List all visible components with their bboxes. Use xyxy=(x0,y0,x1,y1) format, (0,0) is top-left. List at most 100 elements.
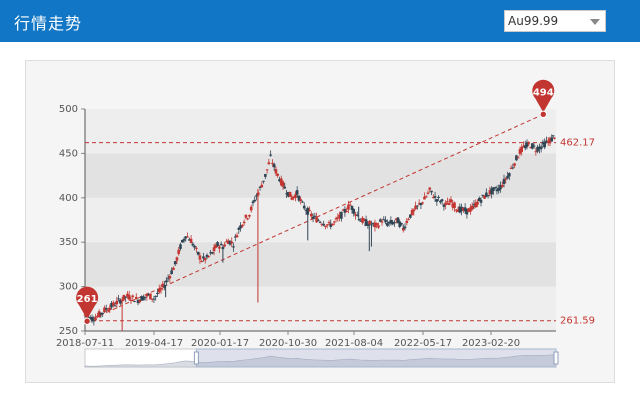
product-selector[interactable]: Au99.99 xyxy=(504,10,606,32)
candle-body xyxy=(389,219,393,224)
candle-body xyxy=(260,184,264,188)
candle-body xyxy=(241,224,244,227)
zoom-slider-handle-right[interactable] xyxy=(553,351,559,365)
candle-body xyxy=(511,167,515,169)
candle-body xyxy=(200,261,203,263)
candle-body xyxy=(336,217,340,219)
candle-body xyxy=(539,146,543,150)
candle-body xyxy=(472,204,476,206)
candle-body xyxy=(364,219,368,226)
candle-body xyxy=(189,238,193,244)
min-marker-dot xyxy=(83,317,91,325)
candle-body xyxy=(481,194,485,196)
candle-body xyxy=(421,202,424,204)
candle-body xyxy=(108,307,112,311)
candle-body xyxy=(371,222,375,224)
candle-body xyxy=(87,316,90,319)
candle-body xyxy=(225,241,228,243)
candle-body xyxy=(504,178,508,180)
candle-body xyxy=(546,140,550,142)
candle-body xyxy=(435,199,439,202)
candle-body xyxy=(235,235,239,238)
candle-body xyxy=(492,187,495,191)
candle-body xyxy=(318,221,322,223)
candle-body xyxy=(439,200,442,203)
candle-body xyxy=(223,244,226,247)
candle-body xyxy=(216,242,219,246)
x-tick-label: 2019-04-17 xyxy=(125,338,183,349)
candle-body xyxy=(226,240,230,244)
candle-body xyxy=(168,275,172,279)
zoom-slider-handle-left[interactable] xyxy=(193,351,199,365)
candle-body xyxy=(442,204,446,207)
candle-body xyxy=(279,178,283,186)
candle-body xyxy=(274,169,278,174)
candle-body xyxy=(228,240,232,245)
candle-body xyxy=(186,236,189,238)
candle-body xyxy=(532,145,536,147)
candle-body xyxy=(124,296,127,298)
candle-body xyxy=(345,211,348,213)
candle-body xyxy=(122,294,126,300)
candle-body xyxy=(119,299,122,304)
min-marker-label: 261 xyxy=(77,294,98,305)
candle-body xyxy=(271,163,274,165)
grid-band xyxy=(85,286,556,331)
candle-body xyxy=(416,205,419,207)
candle-body xyxy=(106,309,110,311)
candle-body xyxy=(140,296,143,301)
candle-body xyxy=(451,203,455,208)
candle-body xyxy=(218,246,221,249)
candle-body xyxy=(384,219,387,223)
candle-body xyxy=(281,181,285,187)
candle-body xyxy=(469,207,472,212)
candle-body xyxy=(310,213,313,217)
candle-body xyxy=(127,294,131,300)
candle-body xyxy=(456,209,460,212)
y-tick-label: 300 xyxy=(59,282,78,293)
candle-body xyxy=(499,184,502,190)
candle-body xyxy=(506,175,509,179)
candle-body xyxy=(249,206,253,211)
x-tick-label: 2021-08-04 xyxy=(325,338,383,349)
candle-body xyxy=(368,220,371,225)
candle-body xyxy=(400,223,403,225)
candle-body xyxy=(409,214,412,218)
candle-body xyxy=(518,149,522,154)
grid-band xyxy=(85,242,556,287)
candle-body xyxy=(500,185,504,187)
candle-body xyxy=(541,141,545,145)
candle-body xyxy=(230,241,234,244)
candle-body xyxy=(302,205,306,209)
candle-body xyxy=(161,283,165,287)
candle-body xyxy=(150,298,154,300)
candle-body xyxy=(233,236,237,238)
candle-body xyxy=(96,315,99,317)
candle-body xyxy=(198,255,202,260)
candle-body xyxy=(292,196,295,199)
candle-body xyxy=(166,278,170,280)
candle-body xyxy=(154,295,158,297)
candle-body xyxy=(495,189,499,192)
candle-body xyxy=(131,295,135,298)
candle-body xyxy=(311,216,315,219)
candle-body xyxy=(308,209,311,211)
candle-body xyxy=(453,202,456,209)
candle-body xyxy=(431,197,435,199)
candle-body xyxy=(101,312,104,314)
candle-body xyxy=(550,137,554,142)
candle-body xyxy=(163,285,166,288)
candle-body xyxy=(267,162,271,165)
candle-body xyxy=(287,191,290,197)
max-marker-label: 494 xyxy=(533,87,554,98)
candle-body xyxy=(143,296,147,298)
chevron-down-icon[interactable] xyxy=(590,19,600,25)
candle-body xyxy=(203,258,207,261)
candle-body xyxy=(361,217,364,223)
candle-body xyxy=(375,223,379,225)
candle-body xyxy=(133,301,136,303)
candle-body xyxy=(301,201,304,203)
candle-body xyxy=(463,207,467,212)
candle-body xyxy=(182,239,186,241)
candle-body xyxy=(290,197,294,200)
